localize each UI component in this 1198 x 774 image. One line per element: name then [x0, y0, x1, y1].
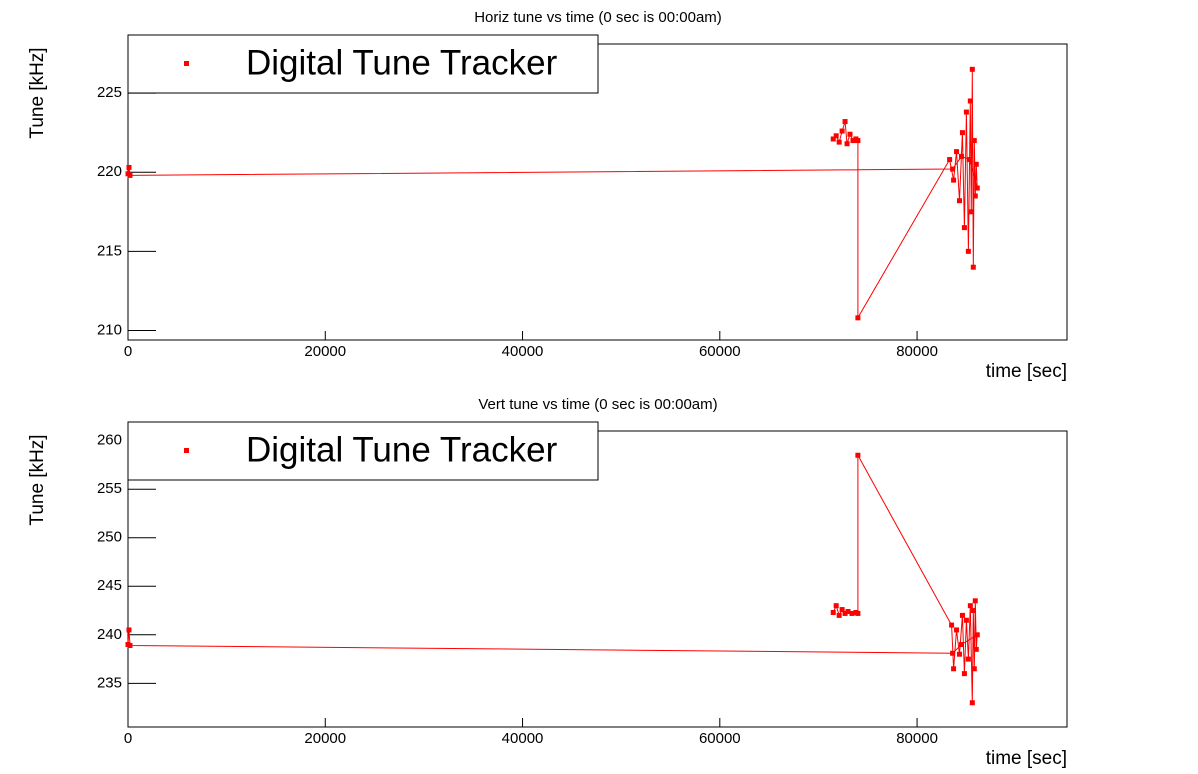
marker	[967, 603, 973, 609]
marker	[126, 164, 132, 170]
marker	[849, 610, 855, 616]
marker	[966, 157, 972, 163]
marker	[967, 98, 973, 104]
y-tick-label: 215	[97, 242, 122, 259]
marker	[951, 666, 957, 672]
y-tick-label: 250	[97, 529, 122, 546]
marker	[972, 598, 978, 604]
y-tick-label: 220	[97, 163, 122, 180]
legend-label: Digital Tune Tracker	[246, 43, 558, 82]
marker	[950, 166, 956, 172]
marker	[973, 646, 979, 652]
marker	[968, 209, 974, 215]
marker	[969, 700, 975, 706]
marker	[972, 193, 978, 199]
marker	[845, 609, 851, 615]
marker	[954, 627, 960, 633]
chart-panel: Horiz tune vs time (0 sec is 00:00am) 210…	[27, 9, 1068, 382]
marker	[125, 642, 131, 648]
chart-title: Horiz tune vs time (0 sec is 00:00am)	[474, 9, 722, 26]
marker	[963, 109, 969, 115]
marker	[974, 632, 980, 638]
x-axis-label: time [sec]	[986, 748, 1067, 769]
series-line	[127, 69, 978, 320]
x-tick-label: 20000	[304, 343, 346, 360]
marker	[125, 171, 131, 177]
x-tick-label: 80000	[896, 343, 938, 360]
marker	[855, 315, 861, 321]
x-tick-label: 0	[124, 730, 132, 747]
marker	[855, 610, 861, 616]
y-tick-label: 245	[97, 577, 122, 594]
marker	[961, 225, 967, 231]
plot-area	[125, 452, 980, 706]
y-tick-label: 255	[97, 480, 122, 497]
x-tick-label: 60000	[699, 343, 741, 360]
marker	[833, 603, 839, 609]
y-axis-label: Tune [kHz]	[27, 434, 48, 525]
marker	[855, 138, 861, 144]
marker	[970, 264, 976, 270]
x-tick-label: 20000	[304, 730, 346, 747]
marker	[833, 133, 839, 139]
x-tick-label: 40000	[502, 730, 544, 747]
marker	[965, 248, 971, 254]
chart-title: Vert tune vs time (0 sec is 00:00am)	[478, 396, 717, 413]
marker	[847, 131, 853, 137]
marker	[947, 157, 953, 163]
marker	[839, 607, 845, 613]
plot-area	[125, 66, 980, 321]
legend-box	[127, 421, 599, 481]
marker	[950, 650, 956, 656]
marker	[836, 612, 842, 618]
marker	[956, 198, 962, 204]
x-tick-label: 0	[124, 343, 132, 360]
marker	[970, 608, 976, 614]
marker	[126, 627, 132, 633]
marker	[949, 622, 955, 628]
y-tick-label: 240	[97, 626, 122, 643]
marker	[842, 610, 848, 616]
marker	[839, 128, 845, 134]
legend-marker	[184, 448, 189, 453]
x-axis-label: time [sec]	[986, 361, 1067, 382]
marker	[850, 138, 856, 144]
marker	[855, 452, 861, 458]
marker	[959, 612, 965, 618]
marker	[958, 642, 964, 648]
marker	[974, 185, 980, 191]
y-tick-label: 260	[97, 432, 122, 449]
x-tick-label: 40000	[502, 343, 544, 360]
legend-box	[127, 34, 599, 94]
marker	[836, 139, 842, 145]
y-tick-label: 210	[97, 321, 122, 338]
marker	[961, 671, 967, 677]
marker	[963, 617, 969, 623]
marker	[844, 141, 850, 147]
x-tick-label: 80000	[896, 730, 938, 747]
marker	[959, 130, 965, 136]
marker	[830, 136, 836, 142]
y-tick-label: 225	[97, 84, 122, 101]
chart-panel: Vert tune vs time (0 sec is 00:00am) 235 2…	[27, 396, 1068, 769]
marker	[951, 177, 957, 183]
marker	[969, 66, 975, 72]
legend-label: Digital Tune Tracker	[246, 430, 558, 469]
marker	[958, 153, 964, 159]
y-tick-label: 235	[97, 674, 122, 691]
marker	[965, 656, 971, 662]
marker	[973, 161, 979, 167]
series-line	[127, 455, 978, 703]
y-axis-label: Tune [kHz]	[27, 47, 48, 138]
legend-marker	[184, 61, 189, 66]
marker	[971, 666, 977, 672]
marker	[830, 609, 836, 615]
marker	[971, 138, 977, 144]
x-tick-label: 60000	[699, 730, 741, 747]
marker	[954, 149, 960, 155]
marker	[956, 651, 962, 657]
marker	[842, 119, 848, 125]
